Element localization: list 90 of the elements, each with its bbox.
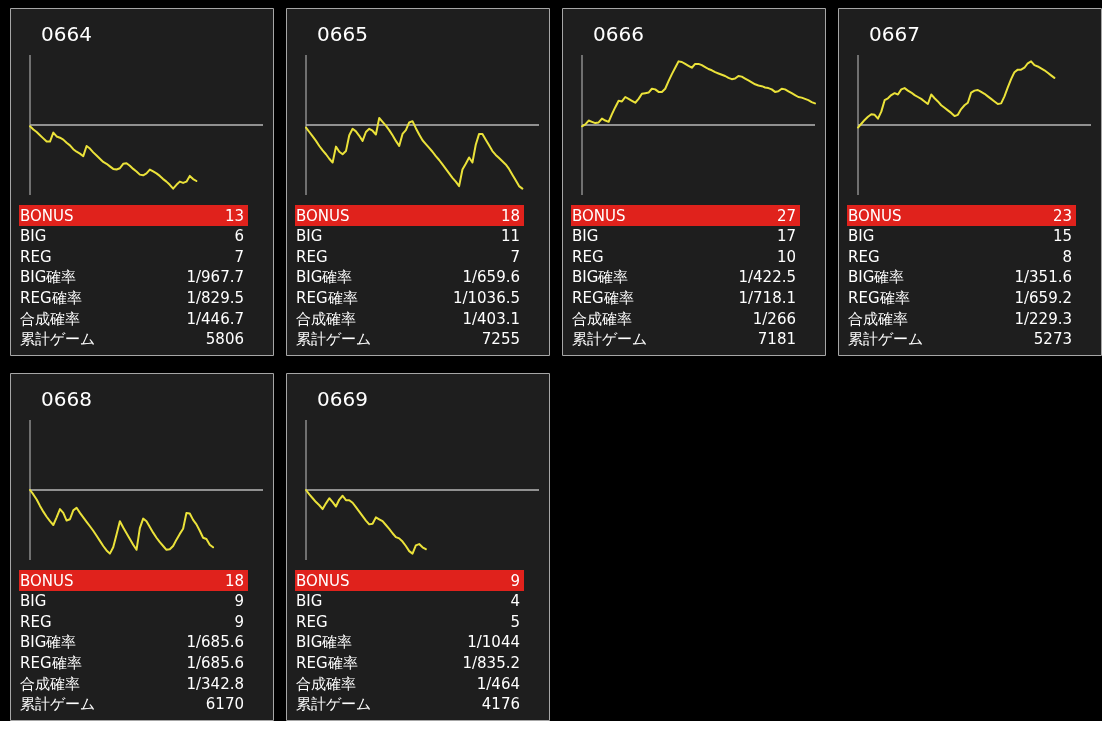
- text: 6: [234, 227, 244, 246]
- text: BONUS: [20, 571, 74, 590]
- text: 1/266: [752, 309, 796, 328]
- text: 8: [1062, 247, 1072, 266]
- text: BIG確率: [20, 268, 77, 287]
- text: 合成確率: [296, 309, 356, 328]
- text: 1/422.5: [738, 268, 796, 287]
- text: 累計ゲーム: [20, 695, 95, 714]
- text: 9: [234, 592, 244, 611]
- text: 9: [510, 571, 520, 590]
- text: 1/659.2: [1014, 289, 1072, 308]
- text: 7255: [481, 330, 520, 349]
- text: 1/1036.5: [452, 289, 520, 308]
- text: 11: [500, 227, 520, 246]
- text: REG: [296, 612, 328, 631]
- text: REG: [20, 247, 52, 266]
- text: BIG: [848, 227, 875, 246]
- chart-title: 0669: [317, 387, 368, 411]
- text: 1/446.7: [186, 309, 244, 328]
- text: 18: [500, 206, 520, 225]
- text: 1/342.8: [186, 674, 244, 693]
- text: REG: [848, 247, 880, 266]
- text: BONUS: [296, 571, 350, 590]
- text: BIG確率: [296, 268, 353, 287]
- text: 1/351.6: [1014, 268, 1072, 287]
- text: REG確率: [296, 289, 358, 308]
- text: 7181: [757, 330, 796, 349]
- text: REG確率: [20, 654, 82, 673]
- text: 1/967.7: [186, 268, 244, 287]
- chart-title: 0668: [41, 387, 92, 411]
- text: REG: [20, 612, 52, 631]
- text: BIG確率: [848, 268, 905, 287]
- text: 5273: [1033, 330, 1072, 349]
- text: 累計ゲーム: [20, 330, 95, 349]
- text: 1/685.6: [186, 654, 244, 673]
- text: 累計ゲーム: [296, 330, 371, 349]
- text: 合成確率: [20, 674, 80, 693]
- text: 27: [776, 206, 796, 225]
- text: 1/403.1: [462, 309, 520, 328]
- text: BONUS: [20, 206, 74, 225]
- text: 6170: [205, 695, 244, 714]
- chart-title: 0664: [41, 22, 92, 46]
- chart-title: 0667: [869, 22, 920, 46]
- text: 4: [510, 592, 520, 611]
- text: BIG: [296, 592, 323, 611]
- text: 累計ゲーム: [296, 695, 371, 714]
- text: REG確率: [20, 289, 82, 308]
- text: 4176: [481, 695, 520, 714]
- text: BIG確率: [572, 268, 629, 287]
- text: 15: [1052, 227, 1072, 246]
- text: 1/829.5: [186, 289, 244, 308]
- text: 1/835.2: [462, 654, 520, 673]
- text: BIG確率: [296, 633, 353, 652]
- text: 1/659.6: [462, 268, 520, 287]
- chart-title: 0666: [593, 22, 644, 46]
- text: 1/685.6: [186, 633, 244, 652]
- chart-title: 0665: [317, 22, 368, 46]
- text: 合成確率: [296, 674, 356, 693]
- text: BIG: [20, 592, 47, 611]
- text: 7: [234, 247, 244, 266]
- text: 合成確率: [848, 309, 908, 328]
- text: REG: [296, 247, 328, 266]
- text: BIG: [572, 227, 599, 246]
- text: 5: [510, 612, 520, 631]
- text: 10: [776, 247, 796, 266]
- text: 1/1044: [467, 633, 520, 652]
- text: BIG: [296, 227, 323, 246]
- text: 18: [224, 571, 244, 590]
- text: 1/718.1: [738, 289, 796, 308]
- text: 合成確率: [20, 309, 80, 328]
- text: REG確率: [572, 289, 634, 308]
- text: 1/229.3: [1014, 309, 1072, 328]
- text: BONUS: [296, 206, 350, 225]
- text: 13: [224, 206, 244, 225]
- text: 累計ゲーム: [572, 330, 647, 349]
- text: REG確率: [296, 654, 358, 673]
- text: BONUS: [848, 206, 902, 225]
- text: 9: [234, 612, 244, 631]
- text: BONUS: [572, 206, 626, 225]
- text: BIG: [20, 227, 47, 246]
- text: 7: [510, 247, 520, 266]
- text: REG: [572, 247, 604, 266]
- text: 合成確率: [572, 309, 632, 328]
- text: REG確率: [848, 289, 910, 308]
- text: 5806: [205, 330, 244, 349]
- text: 1/464: [476, 674, 520, 693]
- text: BIG確率: [20, 633, 77, 652]
- text: 累計ゲーム: [848, 330, 923, 349]
- text: 17: [776, 227, 796, 246]
- text: 23: [1052, 206, 1072, 225]
